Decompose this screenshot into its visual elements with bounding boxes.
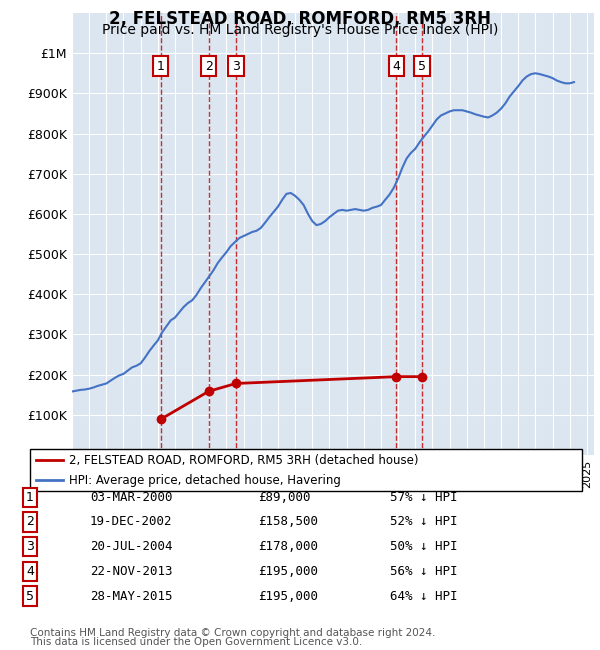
Text: 28-MAY-2015: 28-MAY-2015 — [90, 590, 173, 603]
Text: Price paid vs. HM Land Registry's House Price Index (HPI): Price paid vs. HM Land Registry's House … — [102, 23, 498, 37]
Text: 64% ↓ HPI: 64% ↓ HPI — [390, 590, 458, 603]
Text: 57% ↓ HPI: 57% ↓ HPI — [390, 491, 458, 504]
Text: £195,000: £195,000 — [258, 590, 318, 603]
Text: 19-DEC-2002: 19-DEC-2002 — [90, 515, 173, 528]
Text: 03-MAR-2000: 03-MAR-2000 — [90, 491, 173, 504]
Text: 5: 5 — [418, 60, 426, 73]
Text: £178,000: £178,000 — [258, 540, 318, 553]
Text: 1: 1 — [157, 60, 164, 73]
Text: 2: 2 — [205, 60, 212, 73]
Text: 22-NOV-2013: 22-NOV-2013 — [90, 565, 173, 578]
Text: £195,000: £195,000 — [258, 565, 318, 578]
Text: This data is licensed under the Open Government Licence v3.0.: This data is licensed under the Open Gov… — [30, 638, 362, 647]
FancyBboxPatch shape — [30, 448, 582, 491]
Text: Contains HM Land Registry data © Crown copyright and database right 2024.: Contains HM Land Registry data © Crown c… — [30, 629, 436, 638]
Text: 3: 3 — [26, 540, 34, 553]
Text: 20-JUL-2004: 20-JUL-2004 — [90, 540, 173, 553]
Text: 2, FELSTEAD ROAD, ROMFORD, RM5 3RH: 2, FELSTEAD ROAD, ROMFORD, RM5 3RH — [109, 10, 491, 28]
Text: 50% ↓ HPI: 50% ↓ HPI — [390, 540, 458, 553]
Text: 1: 1 — [26, 491, 34, 504]
Text: HPI: Average price, detached house, Havering: HPI: Average price, detached house, Have… — [68, 474, 341, 487]
Text: 3: 3 — [232, 60, 240, 73]
Text: 2, FELSTEAD ROAD, ROMFORD, RM5 3RH (detached house): 2, FELSTEAD ROAD, ROMFORD, RM5 3RH (deta… — [68, 454, 418, 467]
Text: 4: 4 — [26, 565, 34, 578]
Text: £89,000: £89,000 — [258, 491, 311, 504]
Text: £158,500: £158,500 — [258, 515, 318, 528]
Text: 5: 5 — [26, 590, 34, 603]
Text: 56% ↓ HPI: 56% ↓ HPI — [390, 565, 458, 578]
Text: 2: 2 — [26, 515, 34, 528]
Text: 52% ↓ HPI: 52% ↓ HPI — [390, 515, 458, 528]
Text: 4: 4 — [392, 60, 400, 73]
